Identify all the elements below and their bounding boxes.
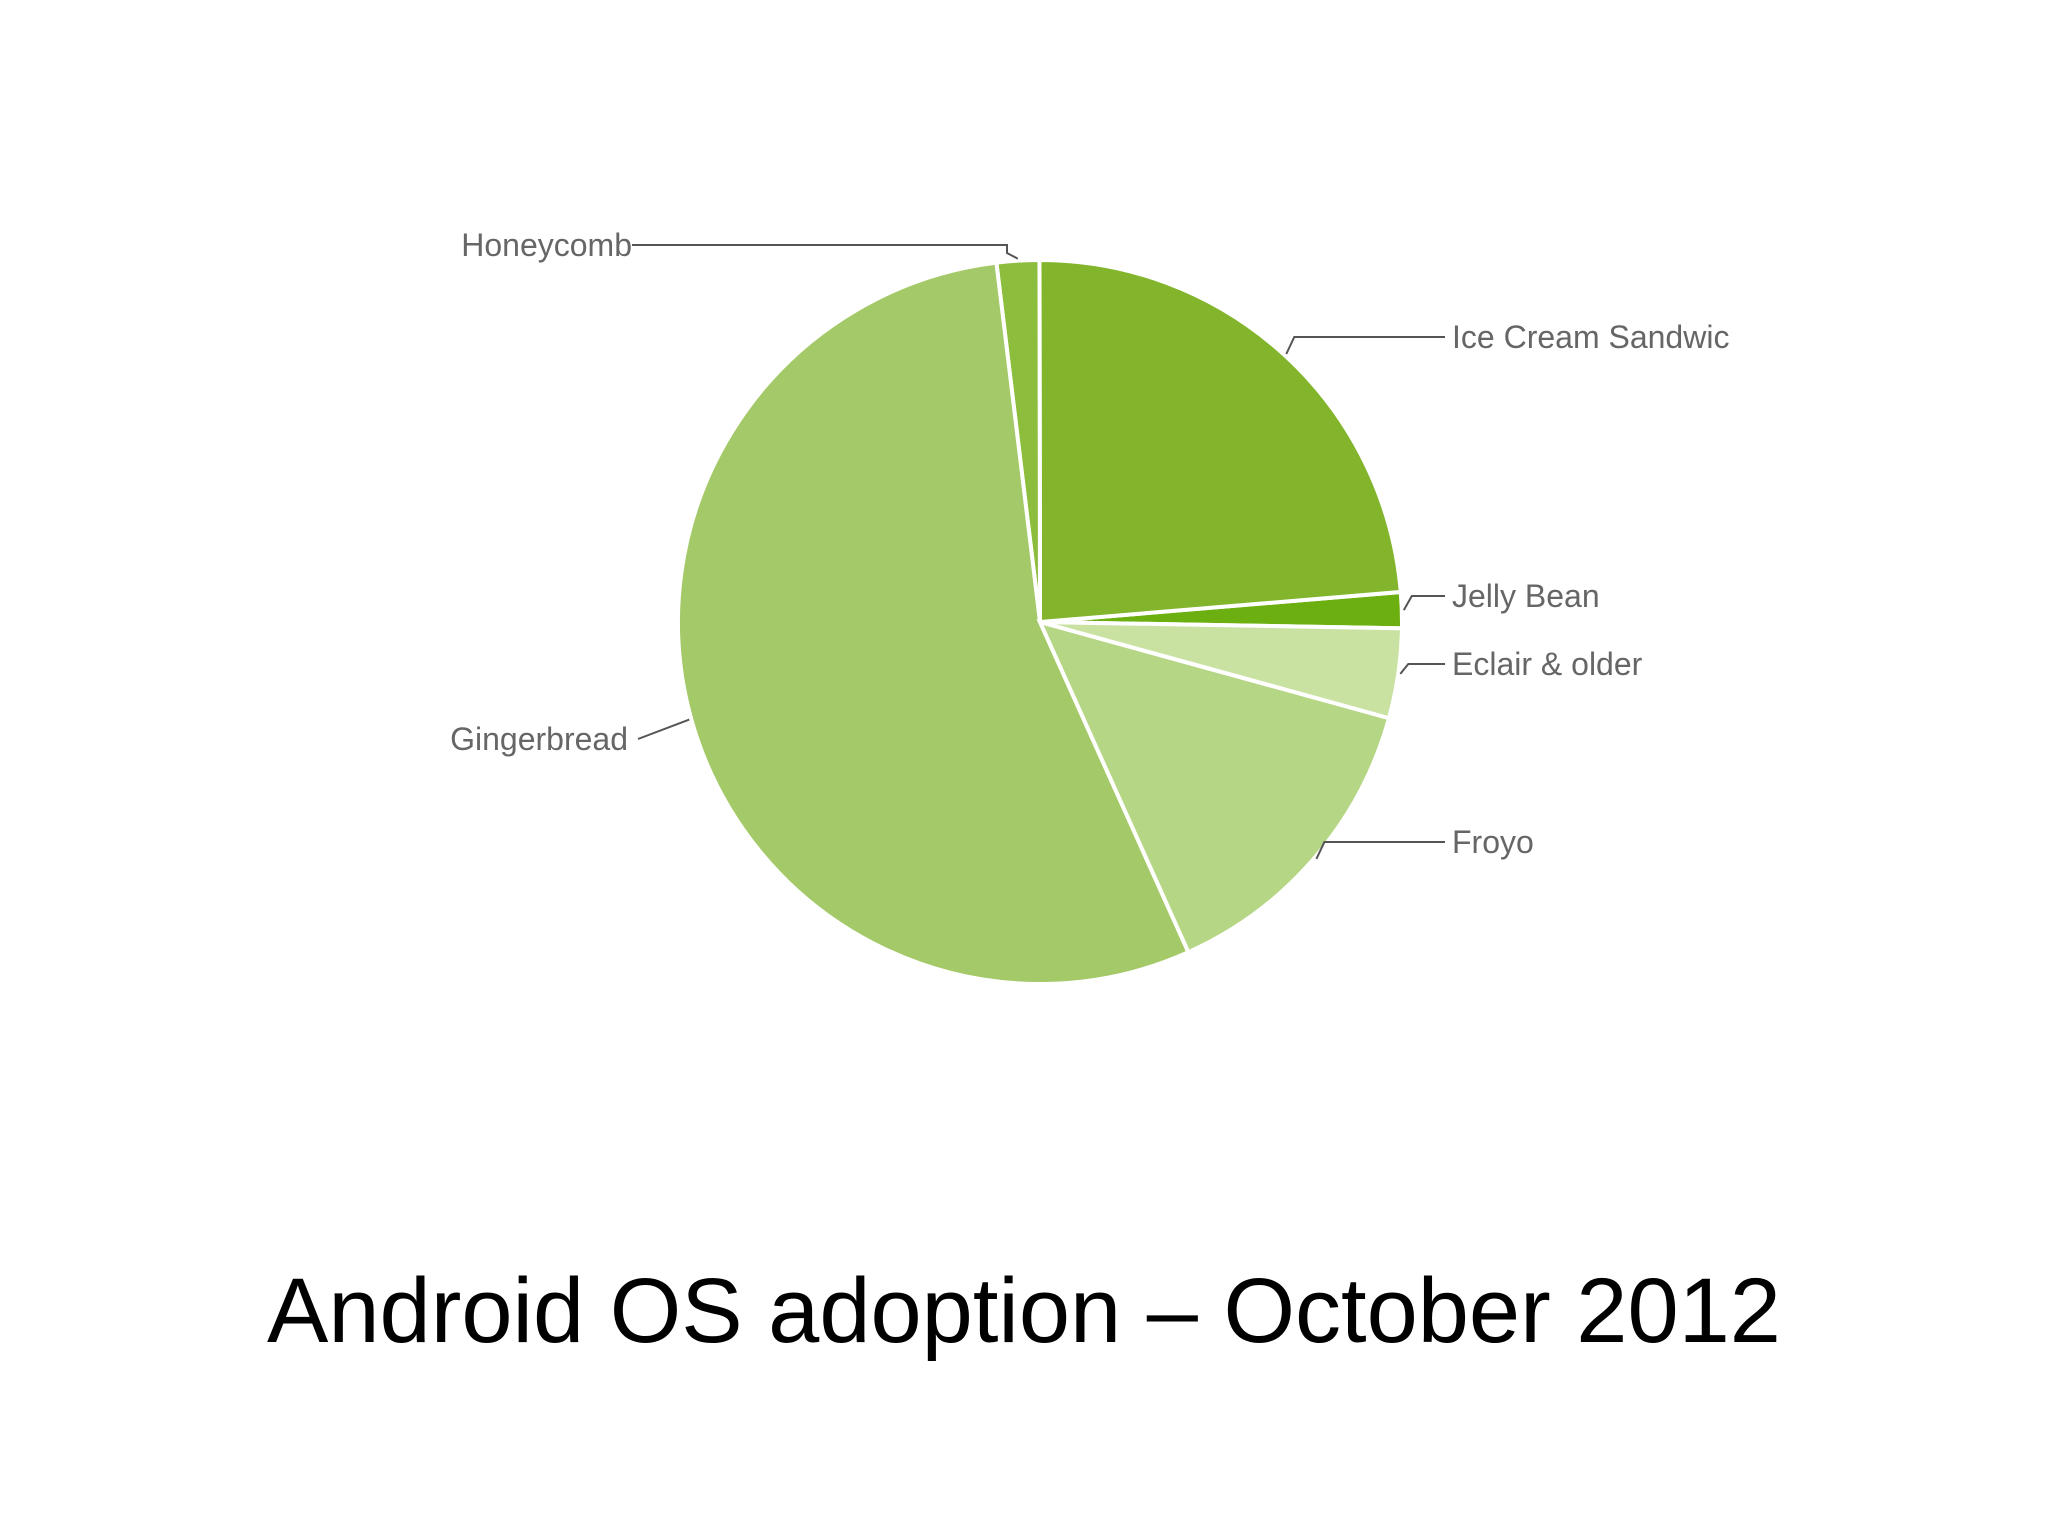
pie-slice-eclair-older — [1039, 620, 1404, 721]
leader-line-honeycomb — [632, 244, 1019, 260]
slice-label-gingerbread: Gingerbread — [450, 721, 628, 757]
leader-line-ice-cream-sandwic — [1285, 336, 1445, 355]
slice-label-eclair-older: Eclair & older — [1452, 646, 1643, 682]
slice-label-ice-cream-sandwic: Ice Cream Sandwic — [1452, 319, 1729, 355]
pie-slice-gingerbread — [676, 260, 1192, 986]
leader-line-froyo — [1315, 841, 1445, 860]
chart-caption: Android OS adoption – October 2012 — [267, 1260, 1781, 1362]
pie-slice-ice-cream-sandwic — [1037, 257, 1403, 625]
pie-slice-froyo — [1036, 618, 1392, 955]
slice-label-honeycomb: Honeycomb — [461, 227, 632, 263]
leader-line-eclair-older — [1399, 663, 1445, 675]
leader-line-jelly-bean — [1402, 595, 1445, 611]
slice-label-jelly-bean: Jelly Bean — [1452, 578, 1600, 614]
pie-slices — [676, 257, 1404, 986]
slice-label-froyo: Froyo — [1452, 824, 1534, 860]
leader-line-gingerbread — [637, 718, 690, 740]
pie-labels: Jelly Bean Ice Cream Sandwic Honeycomb Ging… — [450, 227, 1729, 860]
